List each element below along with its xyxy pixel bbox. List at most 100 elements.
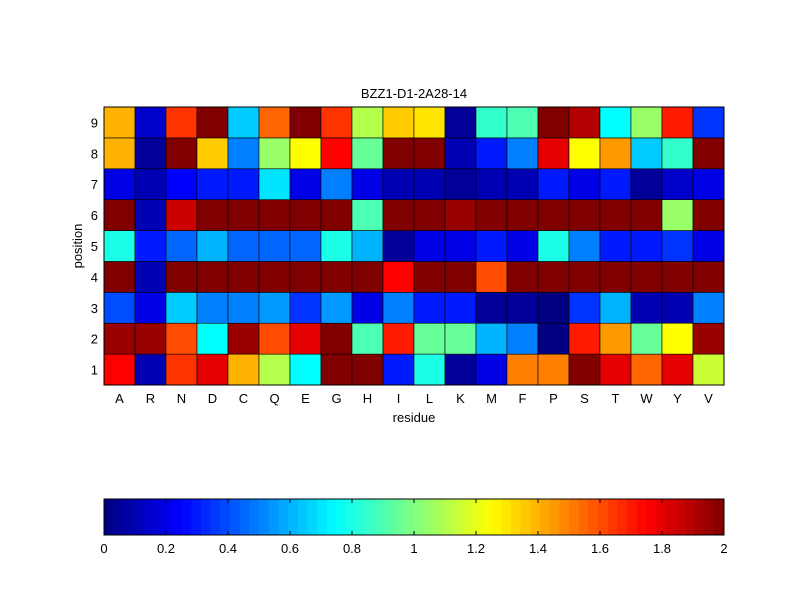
heatmap-cell [630, 353, 663, 386]
heatmap-cell [258, 353, 291, 386]
colorbar-segment [229, 499, 241, 535]
colorbar-segment [646, 499, 657, 535]
colorbar-segment [491, 499, 502, 535]
colorbar-segment [559, 499, 570, 535]
heatmap-cell [196, 292, 229, 324]
heatmap-cell [134, 353, 167, 386]
colorbar-segment [510, 499, 521, 535]
colorbar-segment [714, 499, 725, 535]
heatmap-cell [599, 353, 632, 386]
heatmap-cell [599, 168, 632, 200]
heatmap-cell [537, 261, 570, 293]
heatmap-cell [444, 199, 477, 231]
heatmap-cell [475, 353, 508, 386]
chart-title: BZZ1-D1-2A28-14 [361, 86, 467, 101]
heatmap-cell [475, 230, 508, 262]
heatmap-cell [103, 261, 136, 293]
heatmap-cell [382, 230, 415, 262]
heatmap-cell [413, 137, 446, 170]
heatmap-cell [537, 322, 570, 355]
heatmap-cell [258, 199, 291, 231]
colorbar-segment [384, 499, 396, 535]
heatmap-cell [413, 261, 446, 293]
heatmap-cell [599, 199, 632, 231]
heatmap-cell [630, 137, 663, 170]
heatmap-cell [227, 137, 260, 170]
heatmap-cell [599, 106, 632, 139]
colorbar-segment [462, 499, 473, 535]
heatmap-cell [258, 292, 291, 324]
heatmap-cell [413, 106, 446, 139]
colorbar-segment [694, 499, 706, 535]
heatmap-cell [320, 261, 353, 293]
colorbar-segment [365, 499, 376, 535]
heatmap-cell [661, 199, 694, 231]
x-tick-label: Y [673, 391, 682, 406]
heatmap-cell [103, 230, 136, 262]
heatmap-cell [568, 168, 601, 200]
colorbar-tick-label: 0.8 [343, 541, 361, 556]
colorbar-segment [481, 499, 492, 535]
colorbar-segment [249, 499, 260, 535]
heatmap-cell [320, 137, 353, 170]
heatmap-cell [568, 137, 601, 170]
heatmap-cell [196, 261, 229, 293]
x-tick-label: H [363, 391, 372, 406]
colorbar-segment [414, 499, 425, 535]
heatmap-cell [630, 199, 663, 231]
heatmap-cell [444, 322, 477, 355]
x-tick-label: R [146, 391, 155, 406]
colorbar-segment [704, 499, 715, 535]
heatmap-cell [227, 292, 260, 324]
heatmap-cell [692, 353, 725, 386]
heatmap-cell [382, 106, 415, 139]
y-tick-label: 1 [91, 363, 98, 378]
heatmap-cell [289, 168, 322, 200]
heatmap-cell [599, 261, 632, 293]
colorbar-segment [472, 499, 483, 535]
heatmap-cell [475, 199, 508, 231]
heatmap-cell [258, 322, 291, 355]
heatmap-cell [475, 168, 508, 200]
heatmap-cell [134, 137, 167, 170]
colorbar-tick-label: 1 [410, 541, 417, 556]
heatmap-cell [382, 353, 415, 386]
x-tick-label: N [177, 391, 186, 406]
heatmap-cell [599, 230, 632, 262]
colorbar-segment [636, 499, 647, 535]
x-axis-label: residue [393, 410, 436, 425]
y-tick-label: 9 [91, 115, 98, 130]
heatmap-cell [320, 199, 353, 231]
colorbar-tick-labels: 0 0.2 0.4 0.6 0.8 1 1.2 1.4 1.6 1.8 2 [100, 499, 728, 556]
heatmap-cell [413, 199, 446, 231]
heatmap-cell [196, 353, 229, 386]
heatmap-cell [196, 230, 229, 262]
x-tick-label: V [704, 391, 713, 406]
heatmap-cell [320, 322, 353, 355]
heatmap-cell [661, 292, 694, 324]
heatmap-cell [258, 230, 291, 262]
heatmap-cell [289, 106, 322, 139]
heatmap-cell [692, 106, 725, 139]
colorbar-segment [239, 499, 250, 535]
y-tick-label: 7 [91, 177, 98, 192]
heatmap-cell [630, 261, 663, 293]
x-tick-label: W [640, 391, 653, 406]
colorbar-segment [200, 499, 211, 535]
y-tick-labels: 1 2 3 4 5 6 7 8 9 [91, 115, 98, 377]
colorbar-tick-label: 1.8 [653, 541, 671, 556]
heatmap-cell [103, 199, 136, 231]
colorbar-segment [617, 499, 628, 535]
heatmap-cell [537, 199, 570, 231]
heatmap-cell [289, 230, 322, 262]
colorbar-segment [142, 499, 153, 535]
heatmap-cell [227, 168, 260, 200]
x-tick-label: L [426, 391, 433, 406]
heatmap-cell [351, 292, 384, 324]
colorbar-segment [423, 499, 434, 535]
colorbar-segment [375, 499, 386, 535]
heatmap-cell [661, 168, 694, 200]
x-tick-label: T [612, 391, 620, 406]
x-tick-label: D [208, 391, 217, 406]
